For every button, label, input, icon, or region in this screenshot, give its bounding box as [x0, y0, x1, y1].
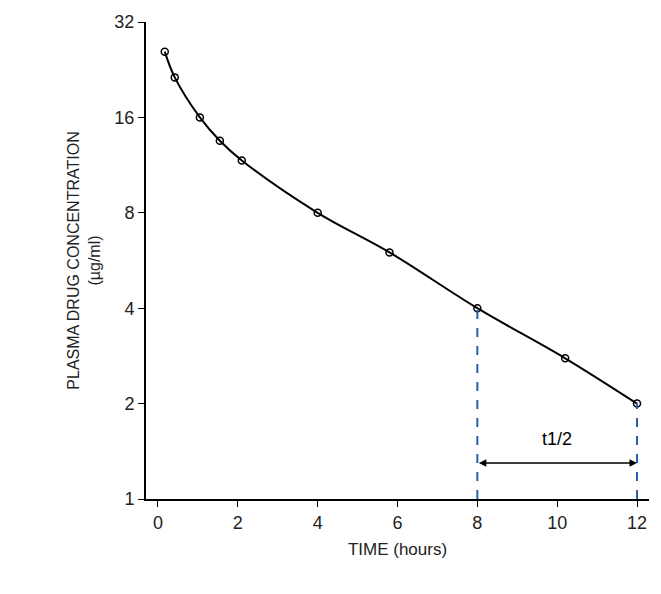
svg-text:16: 16	[114, 108, 134, 128]
svg-text:2: 2	[233, 513, 243, 533]
svg-text:t1/2: t1/2	[542, 429, 572, 449]
svg-text:4: 4	[124, 299, 134, 319]
svg-text:1: 1	[124, 489, 134, 509]
svg-text:PLASMA DRUG CONCENTRATION(µg/m: PLASMA DRUG CONCENTRATION(µg/ml)	[65, 131, 103, 389]
svg-text:6: 6	[392, 513, 402, 533]
svg-text:0: 0	[153, 513, 163, 533]
svg-text:TIME (hours): TIME (hours)	[348, 540, 447, 559]
svg-text:8: 8	[124, 203, 134, 223]
svg-text:8: 8	[472, 513, 482, 533]
svg-text:12: 12	[627, 513, 647, 533]
svg-text:10: 10	[547, 513, 567, 533]
svg-text:4: 4	[313, 513, 323, 533]
svg-text:2: 2	[124, 394, 134, 414]
svg-text:32: 32	[114, 12, 134, 32]
